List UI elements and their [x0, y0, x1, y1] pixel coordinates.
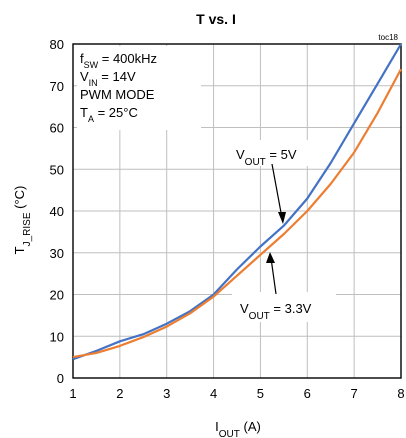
x-tick-label-5: 5 [257, 386, 264, 401]
x-tick-label-4: 4 [210, 386, 217, 401]
condition-line-0: fSW = 400kHz [80, 51, 157, 70]
series-label-box-5v [226, 140, 322, 166]
series-line-0 [72, 43, 402, 361]
series-lines [72, 43, 402, 361]
arrowhead-3v3 [266, 252, 275, 263]
conditions-box [77, 46, 201, 130]
series-label-box-3v3 [232, 292, 336, 322]
condition-line-2: PWM MODE [80, 87, 155, 102]
x-axis-label: IOUT (A) [215, 419, 261, 438]
series-line-1 [72, 68, 402, 359]
y-tick-label-60: 60 [50, 121, 64, 136]
y-tick-label-10: 10 [50, 329, 64, 344]
x-tick-label-8: 8 [397, 386, 404, 401]
plot-frame [72, 43, 402, 379]
y-tick-label-30: 30 [50, 246, 64, 261]
y-tick-label-80: 80 [50, 37, 64, 52]
y-tick-label-40: 40 [50, 204, 64, 219]
arrow-3v3 [270, 257, 277, 295]
chart-id-tag: toc18 [378, 33, 398, 42]
grid [72, 43, 402, 379]
series-label-0: VOUT = 5V [236, 147, 297, 168]
arrow-5v [271, 163, 283, 219]
y-axis-label: TJ_RISE (°C) [12, 186, 33, 255]
y-tick-label-20: 20 [50, 288, 64, 303]
x-tick-label-1: 1 [69, 386, 76, 401]
series-label-1: VOUT = 3.3V [240, 301, 312, 322]
y-tick-label-70: 70 [50, 79, 64, 94]
condition-line-3: TA = 25°C [80, 105, 138, 124]
condition-line-1: VIN = 14V [80, 69, 136, 88]
x-tick-label-3: 3 [163, 386, 170, 401]
x-tick-label-7: 7 [351, 386, 358, 401]
arrowhead-5v [278, 212, 286, 224]
y-tick-label-0: 0 [57, 371, 64, 386]
x-tick-label-6: 6 [304, 386, 311, 401]
series-labels: VOUT = 5V VOUT = 3.3V [236, 147, 312, 322]
chart-title: T vs. I [196, 11, 236, 27]
y-tick-label-50: 50 [50, 162, 64, 177]
x-tick-label-2: 2 [116, 386, 123, 401]
